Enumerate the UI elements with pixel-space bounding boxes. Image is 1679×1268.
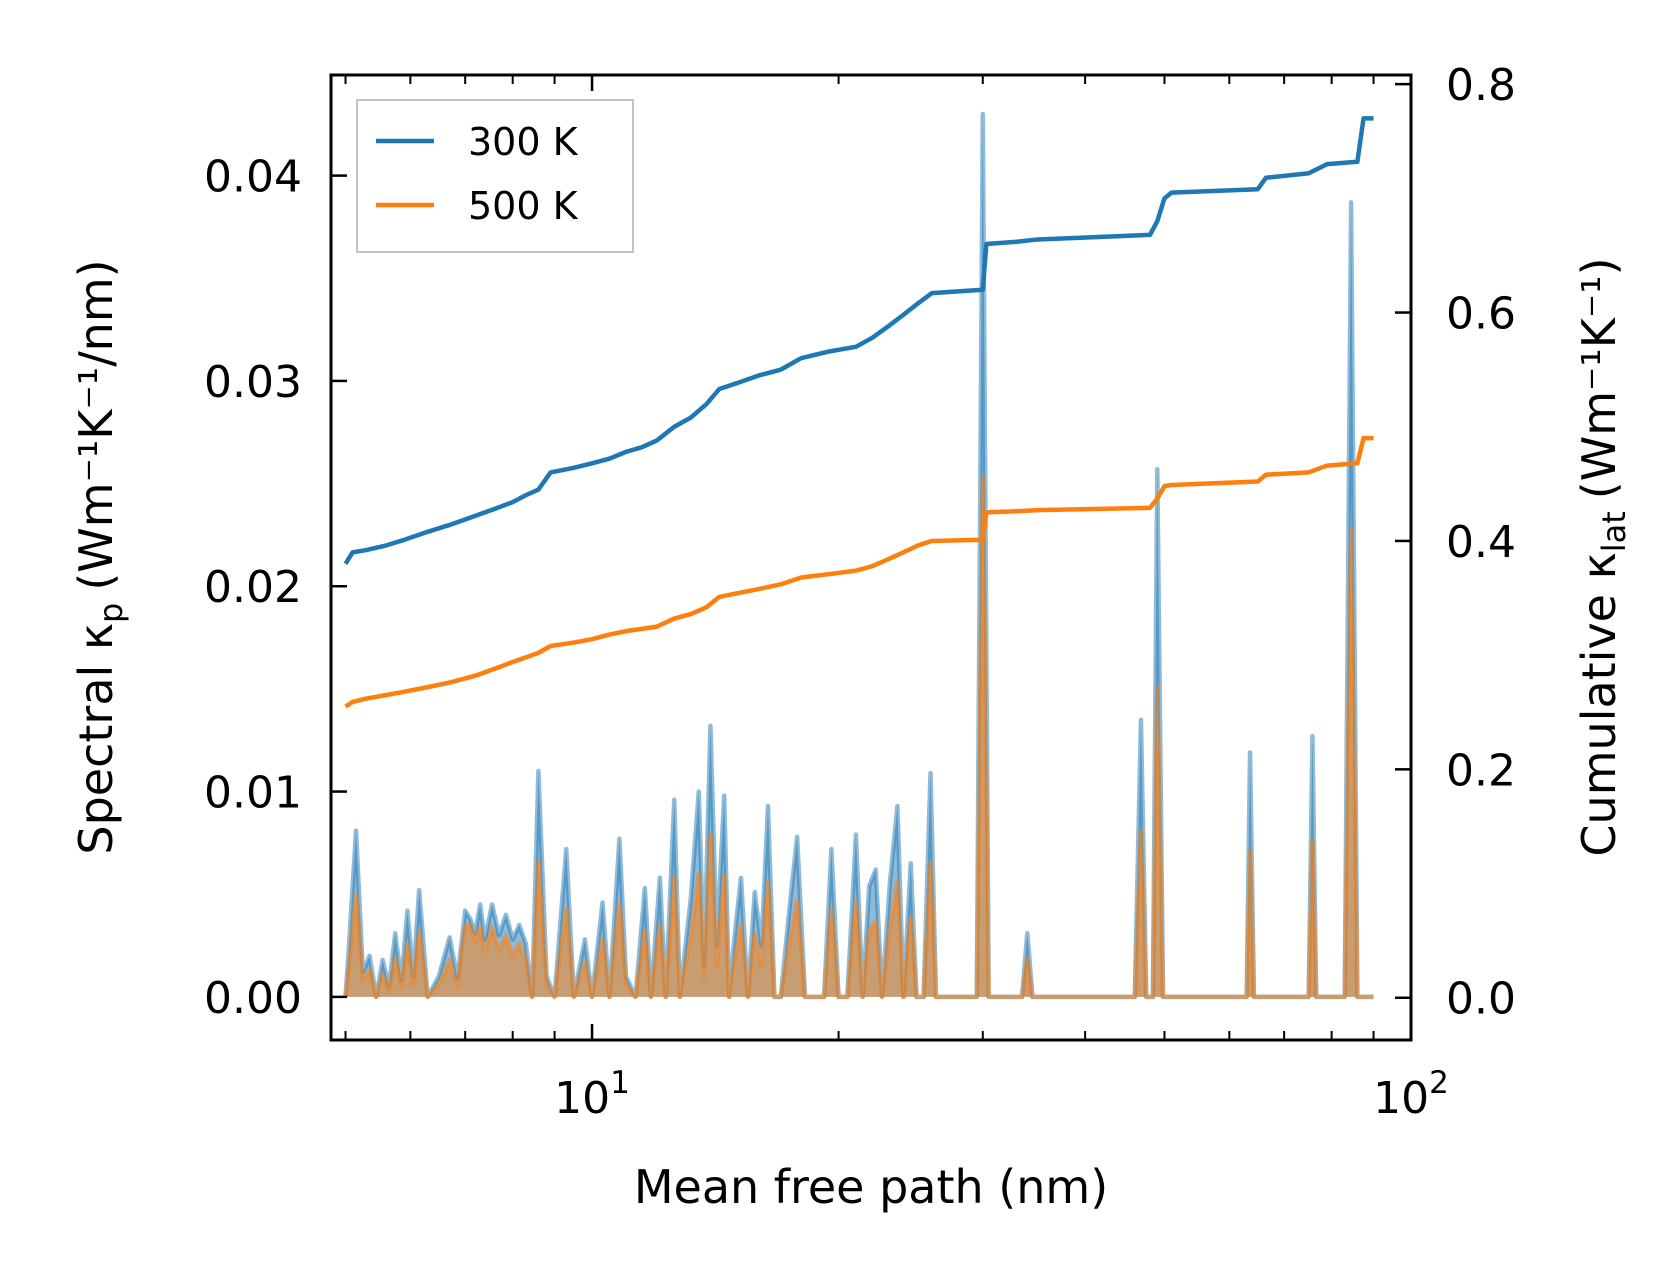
x-tick-label: 102 (1373, 1065, 1449, 1124)
axes-frame: 101 1020.000.010.020.030.040.00.20.40.60.… (204, 60, 1516, 1124)
right-y-axis-label: Cumulative κlat (Wm⁻¹K⁻¹) (1572, 257, 1633, 856)
right-y-label-unit: (Wm⁻¹K⁻¹) (1572, 257, 1626, 499)
left-y-axis-label: Spectral κp (Wm⁻¹K⁻¹/nm) (69, 259, 130, 854)
legend: 300 K 500 K (356, 99, 634, 253)
x-tick-label-base: 10 (554, 1073, 610, 1124)
left-y-tick-label: 0.03 (204, 357, 302, 408)
left-y-label-unit: (Wm⁻¹K⁻¹/nm) (69, 259, 123, 590)
cumulative-line-300k (343, 116, 1374, 565)
right-y-tick-label: 0.2 (1446, 745, 1516, 796)
x-tick-label-base: 10 (1373, 1073, 1429, 1124)
x-tick-label: 101 (554, 1065, 630, 1124)
x-tick-label-exponent: 2 (1429, 1065, 1449, 1101)
x-tick-label-exponent: 1 (610, 1065, 630, 1101)
right-y-label-main: Cumulative κ (1572, 552, 1626, 856)
cumulative-line-500k (344, 435, 1374, 709)
x-axis-label: Mean free path (nm) (634, 1160, 1108, 1214)
left-y-tick-label: 0.02 (204, 562, 302, 613)
legend-box (356, 99, 634, 253)
spectral-line-300k (343, 111, 1374, 1000)
left-y-tick-label: 0.00 (204, 973, 302, 1024)
left-y-tick-label: 0.04 (204, 152, 302, 203)
left-y-label-subscript: p (92, 603, 130, 623)
left-y-label-main: Spectral κ (69, 623, 123, 855)
legend-label-300k: 300 K (468, 120, 579, 164)
right-y-tick-label: 0.0 (1446, 974, 1516, 1025)
right-y-tick-label: 0.6 (1446, 289, 1516, 340)
right-y-tick-label: 0.8 (1446, 60, 1516, 111)
spectral-line-500k (343, 475, 1374, 1000)
right-y-tick-label: 0.4 (1446, 517, 1516, 568)
plot-area (343, 111, 1374, 1000)
left-y-tick-label: 0.01 (204, 768, 302, 819)
plot-frame (329, 73, 1413, 1042)
legend-label-500k: 500 K (468, 184, 579, 228)
right-y-label-subscript: lat (1595, 511, 1633, 552)
